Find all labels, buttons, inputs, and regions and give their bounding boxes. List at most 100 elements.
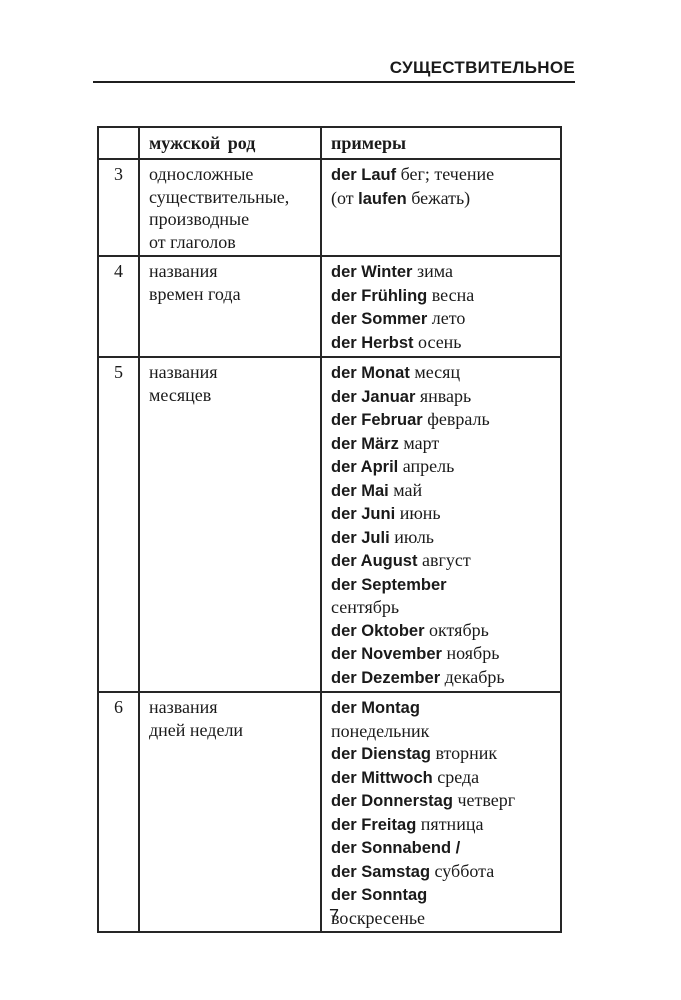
russian-translation: октябрь <box>424 619 489 640</box>
example-line: der Sommer лето <box>331 307 554 331</box>
category-line: односложные <box>149 164 254 184</box>
russian-translation: март <box>398 432 440 453</box>
german-term: der August <box>331 552 418 570</box>
russian-translation: июль <box>389 526 435 547</box>
russian-translation: август <box>417 550 471 570</box>
german-term: der Juni <box>331 505 396 523</box>
german-term: der November <box>331 645 442 663</box>
german-term: der Herbst <box>331 333 414 352</box>
russian-translation: сентябрь <box>331 597 400 617</box>
category-line: производные <box>149 209 250 229</box>
russian-translation: январь <box>415 385 472 406</box>
category-line: названия <box>149 697 218 717</box>
german-term: der Dezember <box>331 668 441 687</box>
category-line: от глаголов <box>149 231 236 252</box>
german-term: der Sonnabend / <box>331 839 461 857</box>
example-line: der Juni июнь <box>331 502 554 526</box>
german-term: der Juli <box>331 528 390 547</box>
russian-translation: понедельник <box>331 720 430 741</box>
category-line: дней недели <box>149 719 244 740</box>
example-line: der Winter зима <box>331 260 554 284</box>
example-line: der Sonnabend / <box>331 836 554 860</box>
russian-translation: бежать) <box>406 187 471 208</box>
example-line: der Frühling весна <box>331 284 554 308</box>
example-line: der März март <box>331 432 554 456</box>
example-line: понедельник <box>331 720 554 743</box>
russian-translation: лето <box>427 308 466 328</box>
row-number-cell: 4 <box>97 255 140 358</box>
category-line: названия <box>149 261 218 281</box>
russian-translation: суббота <box>430 860 495 881</box>
row-number-cell: 6 <box>97 691 140 933</box>
category-cell: названия времен года <box>138 255 322 358</box>
german-term: der Mai <box>331 481 389 500</box>
russian-translation: февраль <box>422 409 490 429</box>
table-row: 3 односложные существительные, производные о… <box>97 158 562 257</box>
russian-translation: бег; течение <box>396 164 495 184</box>
russian-translation: апрель <box>398 456 455 476</box>
example-line: der Montag <box>331 696 554 720</box>
german-term: der Winter <box>331 263 413 281</box>
german-term: der Donnerstag <box>331 792 453 810</box>
table-row: 6 названия дней недели der Montag понедельни… <box>97 691 562 933</box>
german-term: der März <box>331 434 399 453</box>
russian-translation: ноябрь <box>441 643 500 663</box>
example-line: der Lauf бег; течение <box>331 163 554 187</box>
german-term: der September <box>331 575 447 594</box>
russian-translation: месяц <box>409 362 461 382</box>
german-term: der Sonntag <box>331 886 428 904</box>
category-line: месяцев <box>149 384 212 405</box>
german-term: laufen <box>358 189 407 208</box>
row-number-cell: 5 <box>97 356 140 693</box>
examples-cell: der Lauf бег; течение (от laufen бежать) <box>320 158 562 257</box>
russian-translation: декабрь <box>440 666 505 687</box>
example-line: воскресенье <box>331 907 554 930</box>
chapter-title: СУЩЕСТВИТЕЛЬНОЕ <box>389 58 575 77</box>
german-term: der Lauf <box>331 166 397 184</box>
example-line: der Mai май <box>331 479 554 503</box>
category-cell: названия месяцев <box>138 356 322 693</box>
russian-translation: среда <box>432 766 480 787</box>
russian-translation: пятница <box>416 813 484 834</box>
example-line: der September <box>331 573 554 597</box>
header-cell-gender: мужской род <box>138 126 322 160</box>
example-line: der August август <box>331 549 554 573</box>
russian-translation: май <box>388 479 423 500</box>
german-term: der Monat <box>331 364 410 382</box>
header-cell-number <box>97 126 140 160</box>
russian-translation: воскресенье <box>331 907 426 928</box>
russian-translation: зима <box>412 261 453 281</box>
example-line: der Februar февраль <box>331 408 554 432</box>
example-line: der Dienstag вторник <box>331 742 554 766</box>
examples-cell: der Montag понедельник der Dienstag вторни… <box>320 691 562 933</box>
category-cell: названия дней недели <box>138 691 322 933</box>
example-line: сентябрь <box>331 596 554 619</box>
example-line: der Freitag пятница <box>331 813 554 837</box>
example-line: der Herbst осень <box>331 331 554 355</box>
example-line: der Juli июль <box>331 526 554 550</box>
examples-cell: der Monat месяц der Januar январь der Febr… <box>320 356 562 693</box>
example-line: der Oktober октябрь <box>331 619 554 643</box>
russian-translation: весна <box>427 284 475 305</box>
table-header-row: мужской род примеры <box>97 126 562 160</box>
example-line: der Sonntag <box>331 883 554 907</box>
running-head: СУЩЕСТВИТЕЛЬНОЕ <box>93 58 575 83</box>
russian-translation: вторник <box>430 743 498 763</box>
example-line: der Monat месяц <box>331 361 554 385</box>
russian-translation: июнь <box>395 503 441 523</box>
grammar-table: мужской род примеры 3 односложные существи… <box>97 126 562 933</box>
russian-translation: осень <box>413 331 462 352</box>
russian-translation: (от <box>331 187 359 208</box>
example-line: der Januar январь <box>331 385 554 409</box>
header-cell-examples: примеры <box>320 126 562 160</box>
german-term: der Samstag <box>331 862 431 881</box>
example-line: der Donnerstag четверг <box>331 789 554 813</box>
row-number-cell: 3 <box>97 158 140 257</box>
german-term: der Januar <box>331 387 416 406</box>
russian-translation: четверг <box>452 790 516 810</box>
table-body: 3 односложные существительные, производные о… <box>97 158 562 933</box>
german-term: der Sommer <box>331 310 428 328</box>
german-term: der Montag <box>331 699 420 717</box>
category-line: существительные, <box>149 186 290 207</box>
